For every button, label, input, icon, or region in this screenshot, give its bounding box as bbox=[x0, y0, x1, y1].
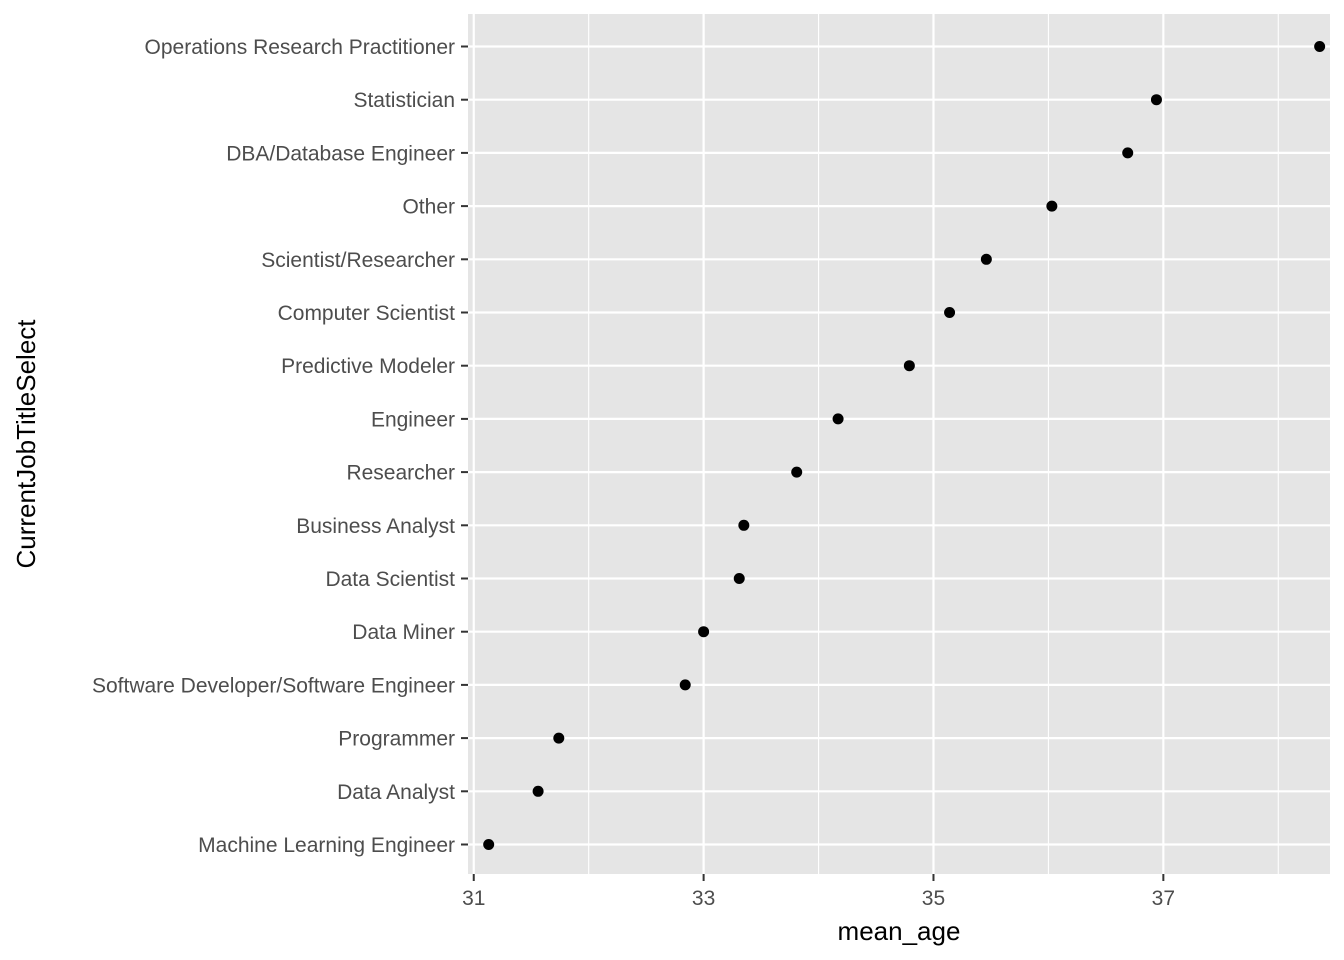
y-tick-label: Business Analyst bbox=[296, 515, 455, 538]
data-point bbox=[553, 732, 565, 744]
grid-lines bbox=[468, 14, 1330, 874]
y-tick-label: Computer Scientist bbox=[278, 302, 456, 325]
data-point bbox=[980, 253, 992, 265]
data-point bbox=[832, 413, 844, 425]
data-points bbox=[483, 41, 1326, 850]
y-tick-label: Programmer bbox=[338, 728, 455, 751]
x-tick-label: 35 bbox=[922, 887, 945, 910]
data-point bbox=[1046, 200, 1058, 212]
y-tick-label: Operations Research Practitioner bbox=[145, 36, 455, 59]
data-point bbox=[944, 307, 956, 318]
data-point bbox=[1150, 94, 1162, 106]
data-point bbox=[903, 360, 915, 372]
y-tick-label: Data Scientist bbox=[325, 568, 455, 591]
y-tick-label: Software Developer/Software Engineer bbox=[92, 674, 455, 697]
y-tick-label: Machine Learning Engineer bbox=[198, 834, 455, 857]
x-axis: 31 33 35 37 bbox=[462, 874, 1175, 910]
y-tick-label: Scientist/Researcher bbox=[261, 249, 455, 272]
data-point bbox=[738, 519, 750, 531]
x-tick-label: 37 bbox=[1152, 887, 1175, 910]
x-tick-label: 33 bbox=[692, 887, 715, 910]
data-point bbox=[791, 466, 803, 478]
y-axis-title: CurrentJobTitleSelect bbox=[11, 319, 41, 569]
y-tick-label: Engineer bbox=[371, 408, 455, 431]
data-point bbox=[679, 679, 691, 691]
data-point bbox=[532, 785, 544, 797]
data-point bbox=[733, 573, 745, 584]
panel-background bbox=[468, 14, 1330, 874]
y-tick-label: Predictive Modeler bbox=[281, 355, 455, 378]
x-axis-title: mean_age bbox=[838, 916, 961, 946]
y-tick-label: Data Analyst bbox=[337, 781, 455, 804]
y-tick-label: Data Miner bbox=[352, 621, 455, 644]
y-tick-label: Researcher bbox=[346, 462, 455, 485]
y-tick-label: DBA/Database Engineer bbox=[226, 142, 455, 165]
x-tick-label: 31 bbox=[462, 887, 485, 910]
y-tick-label: Other bbox=[402, 196, 455, 219]
y-tick-label: Statistician bbox=[353, 89, 455, 112]
data-point bbox=[698, 626, 710, 638]
data-point bbox=[1122, 147, 1134, 159]
data-point bbox=[483, 839, 495, 850]
y-axis: Machine Learning Engineer Data Analyst Pro… bbox=[92, 36, 468, 857]
data-point bbox=[1314, 41, 1326, 52]
